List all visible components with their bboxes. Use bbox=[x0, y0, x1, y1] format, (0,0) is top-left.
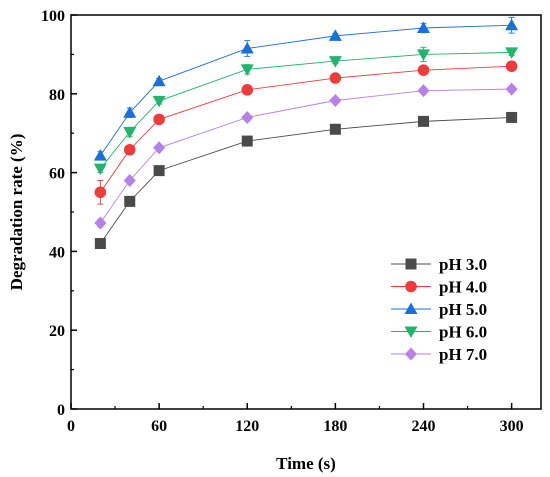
data-point bbox=[124, 195, 136, 207]
data-point bbox=[328, 29, 342, 41]
data-point bbox=[329, 123, 341, 135]
data-point bbox=[94, 216, 107, 230]
x-tick-label: 120 bbox=[235, 418, 259, 435]
legend: pH 3.0 pH 4.0 pH 5.0 pH 6.0 pH 7.0 bbox=[391, 255, 487, 364]
data-point bbox=[329, 93, 342, 107]
data-point bbox=[93, 149, 107, 161]
y-tick-label: 40 bbox=[49, 244, 65, 261]
y-tick-label: 0 bbox=[57, 402, 65, 419]
data-point bbox=[240, 41, 254, 54]
data-point bbox=[505, 60, 518, 73]
data-point bbox=[241, 110, 254, 124]
data-point bbox=[123, 106, 137, 118]
data-point bbox=[93, 163, 107, 176]
legend-label: pH 5.0 bbox=[439, 300, 487, 319]
legend-label: pH 4.0 bbox=[439, 278, 487, 297]
data-point bbox=[152, 74, 166, 87]
data-point bbox=[417, 21, 430, 34]
data-point bbox=[328, 56, 342, 68]
legend-label: pH 6.0 bbox=[439, 323, 487, 342]
data-point bbox=[241, 135, 253, 147]
series-line bbox=[100, 116, 512, 244]
data-point bbox=[240, 64, 254, 76]
x-axis-title: Time (s) bbox=[276, 454, 336, 473]
data-point bbox=[152, 95, 166, 108]
data-point bbox=[417, 64, 430, 76]
y-axis-title: Degradation rate (%) bbox=[7, 134, 26, 291]
legend-marker bbox=[404, 326, 418, 338]
series-line bbox=[100, 88, 512, 224]
x-axis-ticks: 0 60 120 180 240 300 bbox=[67, 403, 524, 435]
legend-marker bbox=[404, 302, 418, 314]
data-point bbox=[153, 141, 166, 155]
series-line bbox=[100, 51, 512, 169]
legend-label: pH 7.0 bbox=[439, 345, 487, 364]
legend-marker bbox=[405, 347, 417, 361]
data-point bbox=[123, 143, 136, 156]
data-point bbox=[505, 18, 519, 31]
y-tick-label: 20 bbox=[49, 323, 65, 340]
x-tick-label: 0 bbox=[67, 418, 75, 435]
x-tick-label: 300 bbox=[500, 418, 524, 435]
data-point bbox=[153, 113, 165, 126]
x-tick-label: 60 bbox=[151, 418, 167, 435]
data-point bbox=[123, 173, 136, 187]
data-point bbox=[153, 165, 165, 177]
x-tick-label: 240 bbox=[412, 418, 436, 435]
x-tick-label: 180 bbox=[323, 418, 347, 435]
series-markers bbox=[93, 16, 519, 250]
data-point bbox=[418, 115, 429, 127]
data-point bbox=[241, 84, 254, 96]
series-lines bbox=[100, 24, 512, 244]
data-point bbox=[505, 47, 519, 59]
data-point bbox=[506, 111, 518, 123]
data-point bbox=[123, 127, 137, 139]
y-tick-label: 60 bbox=[49, 166, 65, 183]
data-point bbox=[505, 82, 518, 96]
data-point bbox=[94, 186, 107, 199]
y-tick-label: 100 bbox=[41, 8, 65, 25]
data-point bbox=[94, 238, 106, 250]
y-axis-ticks: 0 20 40 60 80 100 bbox=[41, 8, 77, 419]
legend-label: pH 3.0 bbox=[439, 255, 487, 274]
data-point bbox=[417, 84, 430, 98]
data-point bbox=[329, 72, 342, 84]
y-tick-label: 80 bbox=[49, 87, 65, 104]
legend-marker bbox=[405, 258, 417, 270]
data-point bbox=[417, 49, 430, 61]
legend-marker bbox=[405, 280, 417, 293]
